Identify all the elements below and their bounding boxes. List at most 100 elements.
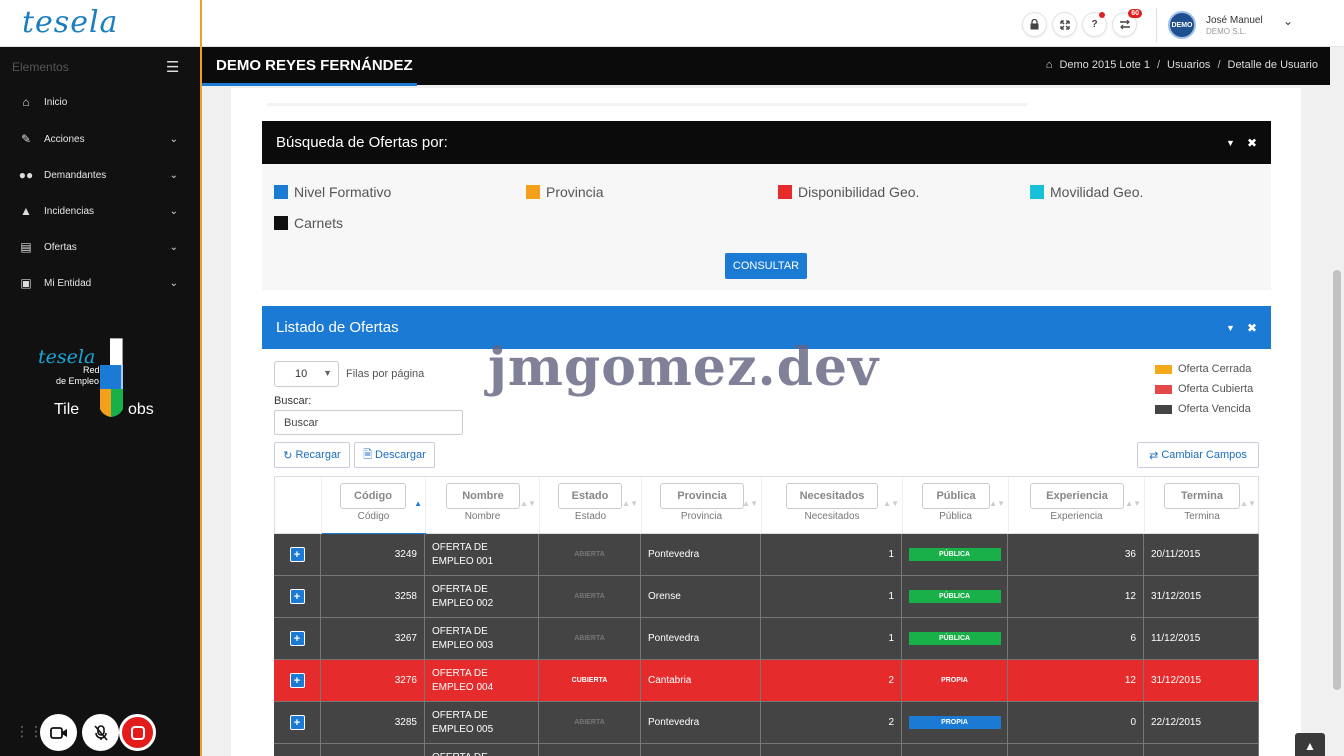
chevron-down-icon[interactable]: ⌄ xyxy=(1283,14,1294,28)
tasks-badge: 60 xyxy=(1128,9,1142,18)
logo-text-red: Red xyxy=(83,365,100,375)
expand-icon[interactable] xyxy=(1052,12,1077,37)
nombre-value: OFERTA DE EMPLEO xyxy=(432,751,532,756)
column-filter-provincia[interactable]: Provincia xyxy=(660,483,744,509)
sort-icon[interactable]: ▲▼ xyxy=(1125,499,1141,508)
download-button[interactable]: 🗎 Descargar xyxy=(354,442,435,468)
sidebar-item-demandantes[interactable]: ●● Demandantes ⌄ xyxy=(0,157,200,193)
breadcrumb-item-lote[interactable]: Demo 2015 Lote 1 xyxy=(1059,59,1150,71)
search-input[interactable] xyxy=(274,410,463,435)
sidebar-item-label: Acciones xyxy=(44,133,85,145)
breadcrumb-item-usuarios[interactable]: Usuarios xyxy=(1167,59,1211,71)
table-row[interactable]: +3258 OFERTA DE EMPLEO 002 ABIERTA Orense 1 P… xyxy=(274,576,1259,618)
breadcrumb-separator: / xyxy=(1217,59,1221,71)
briefcase-icon: ▣ xyxy=(20,276,32,290)
expand-row-plus-icon[interactable]: + xyxy=(289,715,305,730)
table-row[interactable]: +3285 OFERTA DE EMPLEO 005 ABIERTA Ponteved… xyxy=(274,702,1259,744)
avatar[interactable]: DEMO xyxy=(1168,11,1196,39)
download-label: Descargar xyxy=(375,449,426,461)
mic-button[interactable] xyxy=(82,714,119,751)
hamburger-menu-icon[interactable]: ☰ xyxy=(166,59,180,76)
cell-necesitados: 1 xyxy=(761,534,902,576)
help-icon-glyph: ? xyxy=(1091,19,1098,30)
rows-per-page-value: 10 xyxy=(295,368,308,380)
sort-icon[interactable]: ▲▼ xyxy=(989,499,1005,508)
rows-per-page-select[interactable]: 10 ▼ xyxy=(274,361,339,387)
column-header-publica[interactable]: Pública Pública ▲▼ xyxy=(903,477,1009,534)
filter-nivel-formativo[interactable]: Nivel Formativo xyxy=(274,184,391,200)
cell-expand: + xyxy=(274,534,321,576)
filter-provincia[interactable]: Provincia xyxy=(526,184,604,200)
necesitados-value: 2 xyxy=(888,675,894,686)
column-filter-codigo[interactable]: Código xyxy=(340,483,406,509)
column-header-estado[interactable]: Estado Estado ▲▼ xyxy=(540,477,642,534)
chevron-down-icon: ▼ xyxy=(323,368,332,378)
cell-experiencia: 12 xyxy=(1008,576,1144,618)
column-header-codigo[interactable]: Código Código ▲ xyxy=(322,477,426,534)
reload-button[interactable]: ↻ Recargar xyxy=(274,442,350,468)
scroll-to-top-button[interactable]: ▲ xyxy=(1295,733,1325,756)
expand-row-plus-icon[interactable]: + xyxy=(289,631,305,646)
legend-swatch xyxy=(1155,364,1172,374)
user-name[interactable]: José Manuel xyxy=(1206,15,1263,26)
column-filter-publica[interactable]: Pública xyxy=(922,483,990,509)
sidebar-item-inicio[interactable]: ⌂ Inicio xyxy=(0,84,200,120)
column-header-experiencia[interactable]: Experiencia Experiencia ▲▼ xyxy=(1009,477,1145,534)
sidebar-item-incidencias[interactable]: ▲ Incidencias ⌄ xyxy=(0,193,200,229)
legend-label: Oferta Cubierta xyxy=(1178,383,1254,395)
consultar-button[interactable]: CONSULTAR xyxy=(725,253,807,279)
legend-swatch xyxy=(1155,384,1172,394)
app-logo[interactable]: tesela xyxy=(22,5,119,40)
column-filter-termina[interactable]: Termina xyxy=(1164,483,1240,509)
change-fields-button[interactable]: ⇄ Cambiar Campos xyxy=(1137,442,1259,468)
table-row[interactable]: +3276 OFERTA DE EMPLEO 004 CUBIERTA Cantabr… xyxy=(274,660,1259,702)
column-header-necesitados[interactable]: Necesitados Necesitados ▲▼ xyxy=(762,477,903,534)
collapse-icon[interactable]: ▼ xyxy=(1226,137,1235,148)
home-icon: ⌂ xyxy=(22,95,30,109)
sidebar-border xyxy=(200,47,202,756)
column-filter-experiencia[interactable]: Experiencia xyxy=(1030,483,1124,509)
collapse-icon[interactable]: ▼ xyxy=(1226,322,1235,333)
scrollbar-thumb[interactable] xyxy=(1333,270,1341,690)
table-row[interactable]: +3267 OFERTA DE EMPLEO 003 ABIERTA Ponteved… xyxy=(274,618,1259,660)
tasks-icon[interactable]: 60 xyxy=(1112,9,1142,37)
stop-button[interactable] xyxy=(119,714,156,751)
close-icon[interactable]: ✖ xyxy=(1246,135,1257,150)
status-badge: ABIERTA xyxy=(574,551,605,558)
close-icon[interactable]: ✖ xyxy=(1246,320,1257,335)
expand-row-plus-icon[interactable]: + xyxy=(289,673,305,688)
column-filter-necesitados[interactable]: Necesitados xyxy=(786,483,878,509)
filter-carnets[interactable]: Carnets xyxy=(274,215,343,231)
filter-disponibilidad-geo[interactable]: Disponibilidad Geo. xyxy=(778,184,919,200)
sort-icon[interactable]: ▲▼ xyxy=(1240,499,1256,508)
lock-icon[interactable] xyxy=(1022,12,1047,37)
column-header-provincia[interactable]: Provincia Provincia ▲▼ xyxy=(642,477,762,534)
cell-publica: PÚBLICA xyxy=(902,618,1008,660)
termina-value: 20/11/2015 xyxy=(1151,549,1201,560)
table-row[interactable]: +3249 OFERTA DE EMPLEO 001 ABIERTA Ponteved… xyxy=(274,534,1259,576)
expand-row-plus-icon[interactable]: + xyxy=(289,547,305,562)
drag-handle-icon[interactable]: ⋮⋮ xyxy=(15,723,43,739)
sort-icon[interactable]: ▲▼ xyxy=(520,499,536,508)
sort-asc-icon[interactable]: ▲ xyxy=(414,499,422,508)
column-filter-estado[interactable]: Estado xyxy=(558,483,622,509)
filter-color-swatch xyxy=(778,185,792,199)
sidebar-item-ofertas[interactable]: ▤ Ofertas ⌄ xyxy=(0,229,200,265)
column-label: Pública xyxy=(939,511,972,522)
table-row[interactable]: OFERTA DE EMPLEO xyxy=(274,744,1259,756)
nombre-value: OFERTA DE EMPLEO 003 xyxy=(432,625,494,651)
sidebar-item-mi-entidad[interactable]: ▣ Mi Entidad ⌄ xyxy=(0,265,200,301)
filter-label: Nivel Formativo xyxy=(294,184,392,200)
sort-icon[interactable]: ▲▼ xyxy=(883,499,899,508)
filter-movilidad-geo[interactable]: Movilidad Geo. xyxy=(1030,184,1143,200)
camera-button[interactable] xyxy=(40,714,77,751)
column-header-nombre[interactable]: Nombre Nombre ▲▼ xyxy=(426,477,540,534)
help-icon[interactable]: ? xyxy=(1082,12,1107,37)
sort-icon[interactable]: ▲▼ xyxy=(742,499,758,508)
column-header-termina[interactable]: Termina Termina ▲▼ xyxy=(1145,477,1259,534)
codigo-value: 3249 xyxy=(394,549,417,560)
expand-row-plus-icon[interactable]: + xyxy=(289,589,305,604)
sort-icon[interactable]: ▲▼ xyxy=(622,499,638,508)
sidebar-item-acciones[interactable]: ✎ Acciones ⌄ xyxy=(0,121,200,157)
column-filter-nombre[interactable]: Nombre xyxy=(446,483,520,509)
